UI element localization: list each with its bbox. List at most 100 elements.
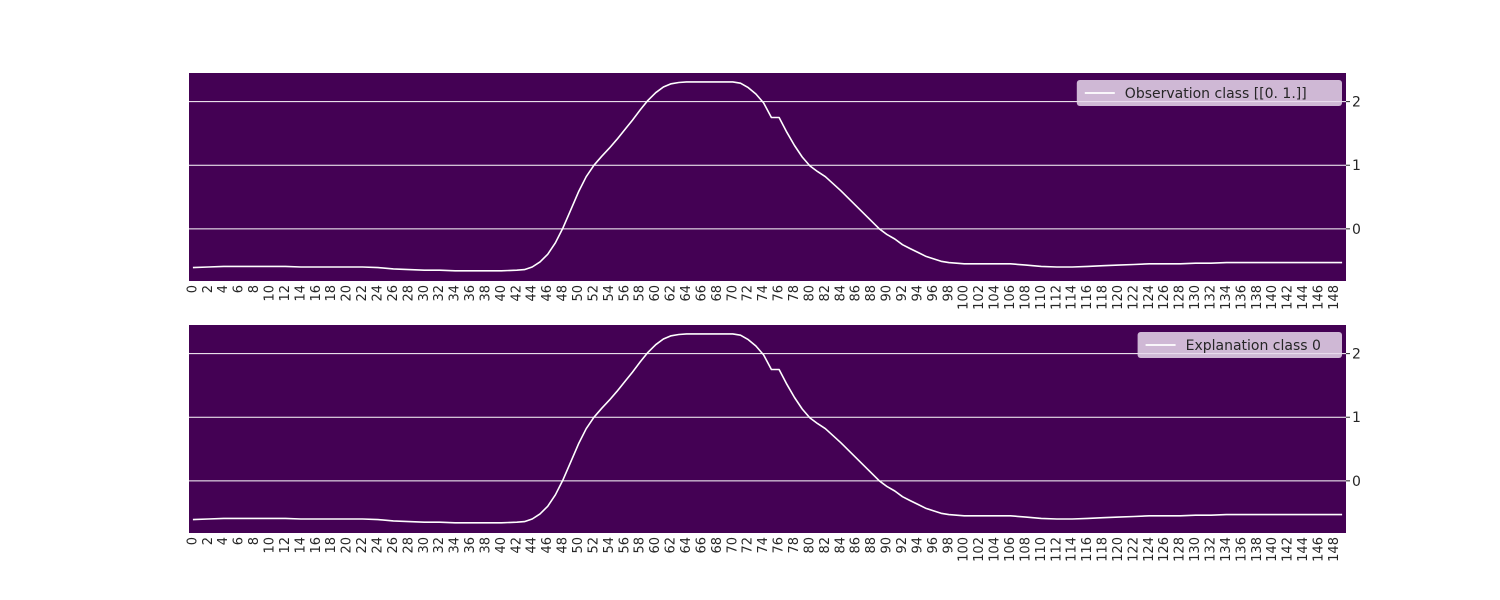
top-x-tick-label: 64: [679, 285, 694, 302]
bottom-x-tick-label: 8: [247, 537, 262, 545]
bottom-x-tick-label: 50: [571, 537, 586, 554]
bottom-x-tick-label: 102: [972, 537, 987, 562]
top-x-tick-label: 22: [355, 285, 370, 302]
top-x-tick-label: 112: [1049, 285, 1064, 310]
top-x-tick-label: 12: [278, 285, 293, 302]
bottom-x-tick-label: 34: [448, 537, 463, 554]
top-x-tick-label: 136: [1234, 285, 1249, 310]
bottom-x-tick-label: 112: [1049, 537, 1064, 562]
bottom-x-tick-label: 30: [417, 537, 432, 554]
top-x-tick-label: 18: [324, 285, 339, 302]
top-x-tick-label: 108: [1018, 285, 1033, 310]
top-x-tick-label: 42: [509, 285, 524, 302]
top-legend-label: Observation class [[0. 1.]]: [1125, 86, 1307, 102]
top-x-tick-label: 44: [525, 285, 540, 302]
bottom-x-tick-label: 128: [1173, 537, 1188, 562]
top-x-tick-label: 134: [1219, 285, 1234, 310]
top-x-tick-label: 86: [849, 285, 864, 302]
top-x-tick-label: 84: [833, 285, 848, 302]
top-plot-area: [189, 73, 1346, 281]
top-x-tick-label: 132: [1204, 285, 1219, 310]
top-y-tick-label: 2: [1352, 95, 1361, 111]
bottom-x-tick-label: 86: [849, 537, 864, 554]
top-x-tick-label: 16: [309, 285, 324, 302]
top-x-tick-label: 2: [201, 285, 216, 293]
top-x-tick-label: 128: [1173, 285, 1188, 310]
top-x-tick-label: 36: [463, 285, 478, 302]
bottom-x-tick-label: 12: [278, 537, 293, 554]
bottom-x-tick-label: 94: [910, 537, 925, 554]
bottom-x-tick-label: 52: [586, 537, 601, 554]
bottom-y-tick-label: 0: [1352, 474, 1361, 490]
bottom-x-tick-label: 40: [494, 537, 509, 554]
top-x-tick-label: 78: [787, 285, 802, 302]
bottom-x-tick-label: 106: [1003, 537, 1018, 562]
bottom-x-tick-label: 122: [1126, 537, 1141, 562]
top-x-tick-label: 74: [756, 285, 771, 302]
top-x-tick-label: 4: [216, 285, 231, 293]
top-x-tick-label: 98: [941, 285, 956, 302]
bottom-x-tick-label: 130: [1188, 537, 1203, 562]
top-x-tick-label: 80: [802, 285, 817, 302]
top-x-tick-label: 62: [664, 285, 679, 302]
top-x-tick-label: 102: [972, 285, 987, 310]
bottom-y-tick-label: 1: [1352, 410, 1361, 426]
bottom-x-tick-label: 76: [772, 537, 787, 554]
top-x-tick-label: 66: [694, 285, 709, 302]
top-x-tick-label: 32: [432, 285, 447, 302]
top-x-tick-label: 92: [895, 285, 910, 302]
top-x-tick-label: 40: [494, 285, 509, 302]
top-x-tick-label: 8: [247, 285, 262, 293]
bottom-x-tick-label: 46: [540, 537, 555, 554]
top-x-tick-label: 116: [1080, 285, 1095, 310]
bottom-x-tick-label: 16: [309, 537, 324, 554]
bottom-x-tick-label: 2: [201, 537, 216, 545]
top-x-tick-label: 54: [602, 285, 617, 302]
bottom-x-tick-label: 138: [1250, 537, 1265, 562]
top-x-tick-label: 100: [957, 285, 972, 310]
bottom-x-tick-label: 36: [463, 537, 478, 554]
bottom-x-tick-label: 80: [802, 537, 817, 554]
bottom-x-tick-label: 62: [664, 537, 679, 554]
bottom-series-line: [192, 333, 1343, 524]
top-x-tick-label: 60: [648, 285, 663, 302]
top-x-tick-label: 148: [1327, 285, 1342, 310]
bottom-x-tick-label: 126: [1157, 537, 1172, 562]
bottom-x-tick-label: 44: [525, 537, 540, 554]
bottom-x-tick-label: 10: [262, 537, 277, 554]
top-y-tick-label: 1: [1352, 158, 1361, 174]
bottom-legend: Explanation class 0: [1137, 332, 1342, 358]
top-x-tick-label: 0: [185, 285, 200, 293]
top-x-tick-label: 122: [1126, 285, 1141, 310]
bottom-x-tick-label: 6: [232, 537, 247, 545]
top-x-tick-label: 118: [1096, 285, 1111, 310]
bottom-x-tick-label: 58: [633, 537, 648, 554]
top-x-tick-label: 106: [1003, 285, 1018, 310]
top-x-tick-label: 142: [1281, 285, 1296, 310]
bottom-x-tick-label: 98: [941, 537, 956, 554]
top-x-tick-label: 88: [864, 285, 879, 302]
top-x-tick-label: 140: [1265, 285, 1280, 310]
bottom-x-tick-label: 0: [185, 537, 200, 545]
bottom-legend-label: Explanation class 0: [1186, 338, 1321, 354]
top-x-tick-label: 28: [401, 285, 416, 302]
bottom-x-tick-label: 144: [1296, 537, 1311, 562]
bottom-x-tick-label: 74: [756, 537, 771, 554]
bottom-x-tick-label: 134: [1219, 537, 1234, 562]
bottom-x-tick-label: 90: [880, 537, 895, 554]
bottom-x-tick-label: 118: [1096, 537, 1111, 562]
bottom-x-tick-label: 42: [509, 537, 524, 554]
top-x-tick-label: 10: [262, 285, 277, 302]
bottom-x-tick-label: 64: [679, 537, 694, 554]
top-x-tick-label: 110: [1034, 285, 1049, 310]
top-x-tick-label: 96: [926, 285, 941, 302]
bottom-x-tick-label: 84: [833, 537, 848, 554]
bottom-plot-area: [189, 325, 1346, 533]
bottom-x-tick-label: 124: [1142, 537, 1157, 562]
bottom-x-tick-label: 38: [478, 537, 493, 554]
bottom-x-tick-label: 120: [1111, 537, 1126, 562]
top-x-tick-label: 144: [1296, 285, 1311, 310]
top-x-tick-label: 34: [448, 285, 463, 302]
